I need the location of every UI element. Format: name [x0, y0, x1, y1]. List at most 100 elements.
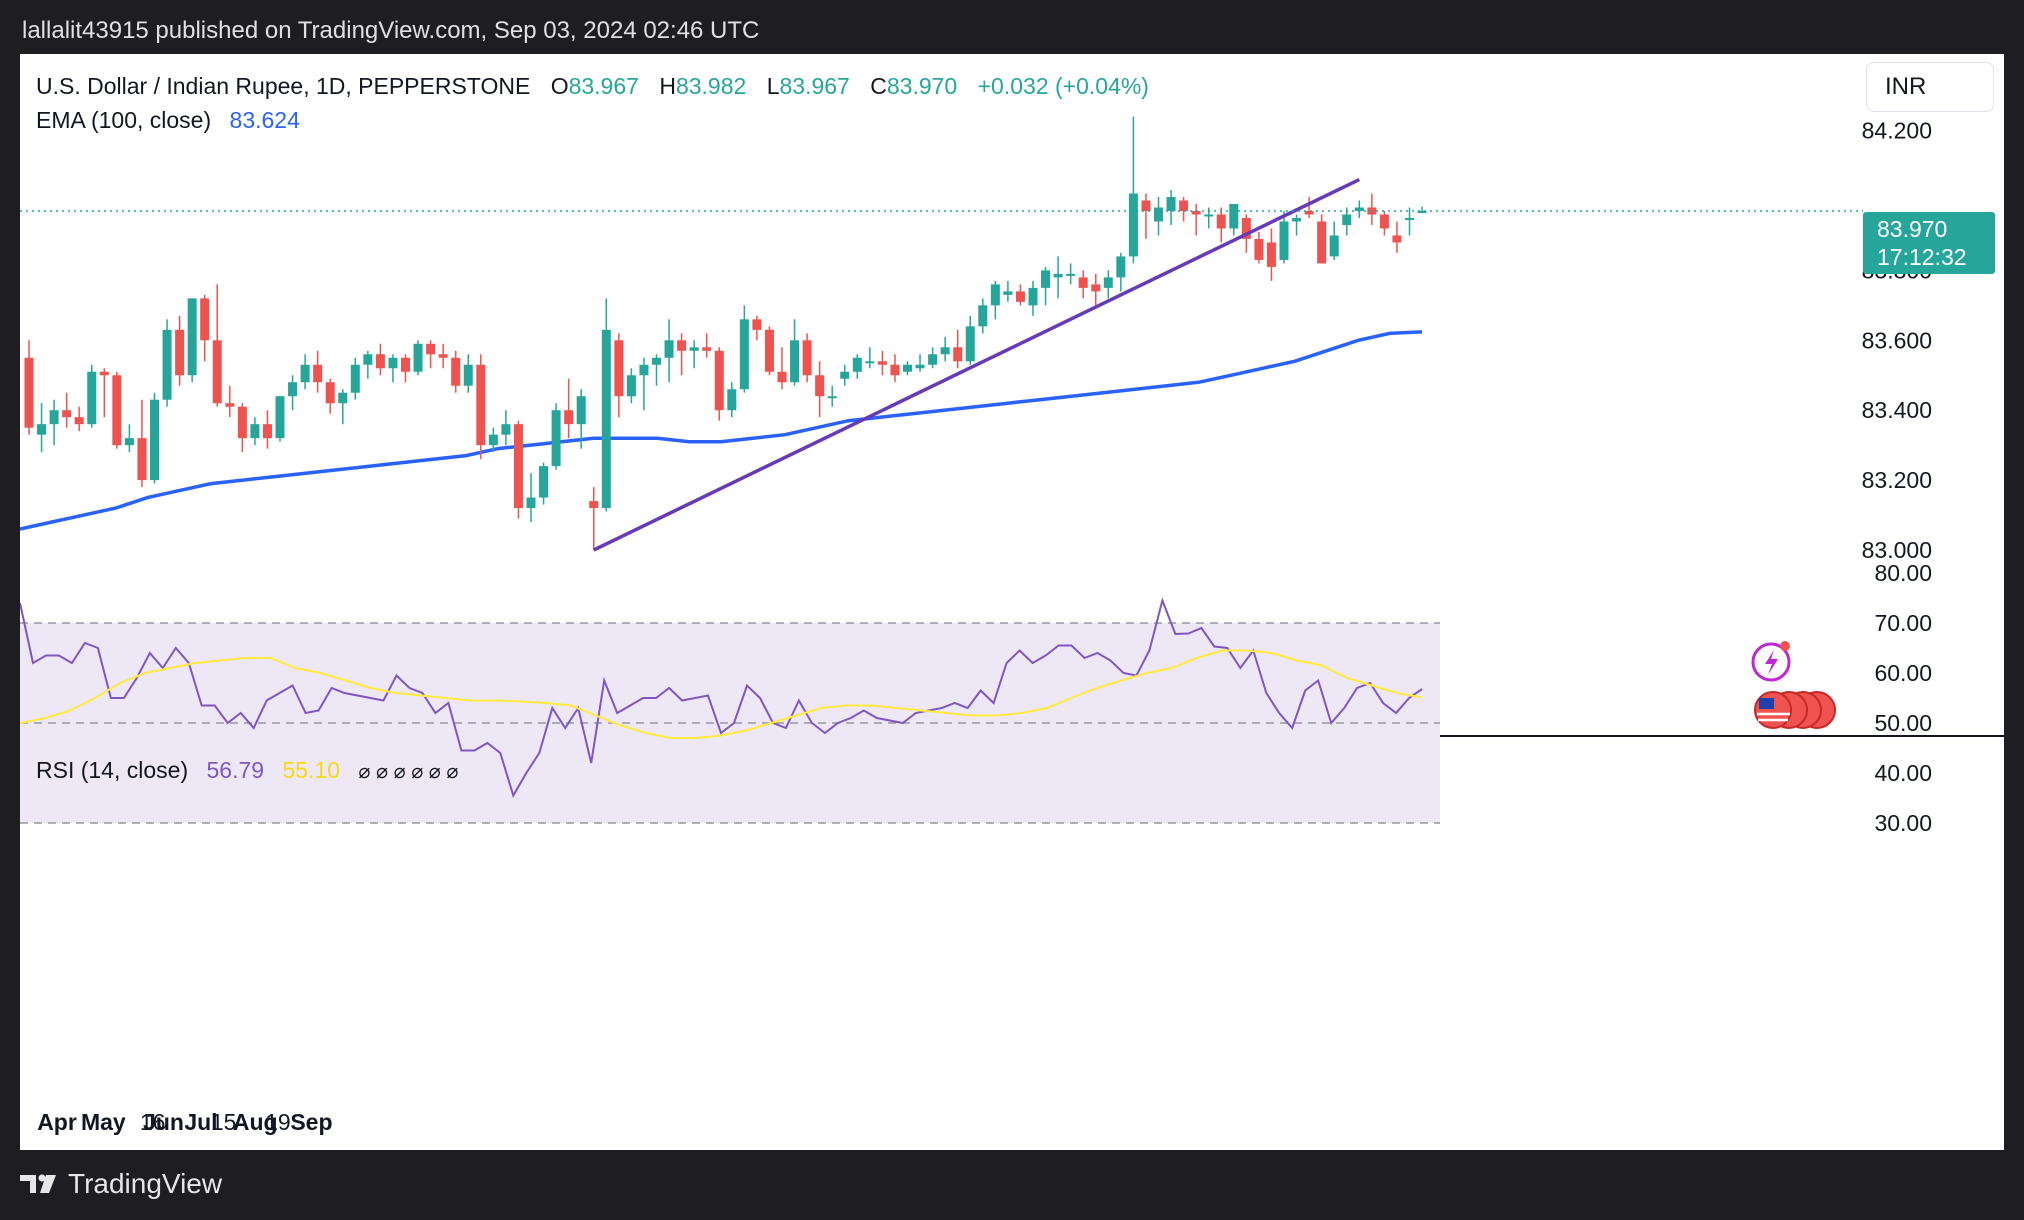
candle-body [1292, 217, 1302, 222]
candle-body [1128, 193, 1138, 257]
candle-body [112, 375, 122, 446]
ema-label: EMA (100, close) [36, 107, 211, 133]
candle-body [1317, 221, 1327, 264]
candle-body [388, 357, 398, 369]
trendline[interactable] [592, 177, 1361, 552]
candle-body [488, 434, 498, 446]
candle-body [74, 417, 84, 425]
last-price-tag [1863, 212, 1995, 274]
candle-body [350, 364, 360, 393]
candle-body [777, 371, 787, 383]
event-icons[interactable] [1751, 641, 1836, 729]
ema-value: 83.624 [230, 107, 301, 133]
candle-body [815, 375, 825, 397]
candle-body [1417, 210, 1427, 213]
rsi-label: RSI (14, close) [36, 757, 188, 783]
candle-body [652, 357, 661, 365]
candle-body [1392, 235, 1402, 243]
candle-body [802, 340, 812, 376]
candle-body [325, 382, 335, 404]
candle-body [840, 371, 850, 379]
candle-body [313, 364, 323, 383]
candle-body [275, 396, 285, 439]
rsi-tick-label: 70.00 [1874, 610, 1932, 636]
candle-body [865, 361, 875, 364]
us-flag-icon-1[interactable] [1754, 691, 1792, 729]
candle-body [262, 424, 272, 439]
candle-body [1342, 214, 1352, 225]
rsi-tick-label: 60.00 [1874, 660, 1932, 686]
ema-line [19, 330, 1423, 531]
candle-body [288, 382, 298, 397]
candle-body [940, 347, 950, 355]
rsi-legend[interactable]: RSI (14, close) 56.79 55.10 ⌀ ⌀ ⌀ ⌀ ⌀ ⌀ [36, 757, 458, 783]
rsi-axis[interactable]: 80.00 70.00 60.00 50.00 40.00 30.00 [1874, 560, 1932, 836]
candle-body [589, 501, 599, 509]
candle-body [250, 424, 260, 439]
candle-body [714, 350, 724, 411]
candle-body [1304, 210, 1314, 215]
rsi-value: 56.79 [207, 757, 265, 783]
candle-body [526, 497, 536, 509]
time-tick-label: 15 [211, 1109, 237, 1135]
candle-body [790, 340, 800, 383]
candle-body [225, 403, 235, 407]
candle-body [37, 424, 47, 435]
symbol-title: U.S. Dollar / Indian Rupee, 1D, PEPPERST… [36, 73, 530, 99]
candle-body [463, 364, 473, 386]
lightning-icon[interactable] [1751, 642, 1791, 682]
candle-body [551, 410, 561, 467]
trendline-group[interactable] [20, 177, 1863, 552]
candle-body [338, 392, 348, 404]
candle-body [1154, 207, 1163, 222]
candle-body [1241, 217, 1251, 239]
candles-group [24, 116, 1427, 550]
candle-body [1166, 197, 1176, 211]
candle-body [513, 424, 523, 509]
candle-body [438, 354, 448, 358]
candle-body [702, 347, 712, 351]
rsi-tick-label: 50.00 [1874, 710, 1932, 736]
rsi-tick-label: 40.00 [1874, 760, 1932, 786]
candle-body [752, 319, 762, 330]
candle-body [614, 340, 624, 397]
price-tick-label: 83.600 [1862, 327, 1932, 353]
candle-body [476, 364, 486, 446]
candle-body [1379, 214, 1389, 229]
notification-dot [1780, 641, 1790, 651]
candle-body [727, 389, 737, 411]
candle-body [1179, 200, 1189, 211]
low-label: L [767, 73, 780, 99]
candle-body [1053, 273, 1063, 278]
candle-body [375, 354, 385, 369]
lightning-bolt-shape [1765, 650, 1778, 675]
time-tick-label: Apr [37, 1109, 77, 1135]
currency-button[interactable]: INR [1866, 62, 1994, 112]
candle-body [200, 298, 210, 341]
candle-body [1141, 200, 1151, 211]
candle-body [1103, 277, 1113, 288]
time-tick-label: 16 [140, 1109, 166, 1135]
candle-body [890, 364, 900, 376]
tradingview-logo[interactable]: TradingView [20, 1168, 222, 1200]
price-tag-group: 83.970 17:12:32 [1863, 212, 1995, 274]
candle-body [689, 347, 699, 351]
candle-body [1229, 203, 1239, 229]
footer: TradingView [0, 1150, 2024, 1220]
close-value: 83.970 [887, 73, 957, 99]
rsi-line [19, 597, 1423, 798]
candle-body [87, 371, 97, 425]
ema-legend[interactable]: EMA (100, close) 83.624 [36, 107, 300, 133]
candle-body [1354, 207, 1364, 211]
candle-body [626, 375, 636, 397]
candle-body [827, 396, 837, 399]
candle-body [539, 466, 549, 498]
price-tick-label: 84.200 [1862, 118, 1932, 144]
rsi-ma-line [19, 649, 1423, 739]
rsi-ma-value: 55.10 [282, 757, 340, 783]
candle-body [1091, 284, 1101, 292]
